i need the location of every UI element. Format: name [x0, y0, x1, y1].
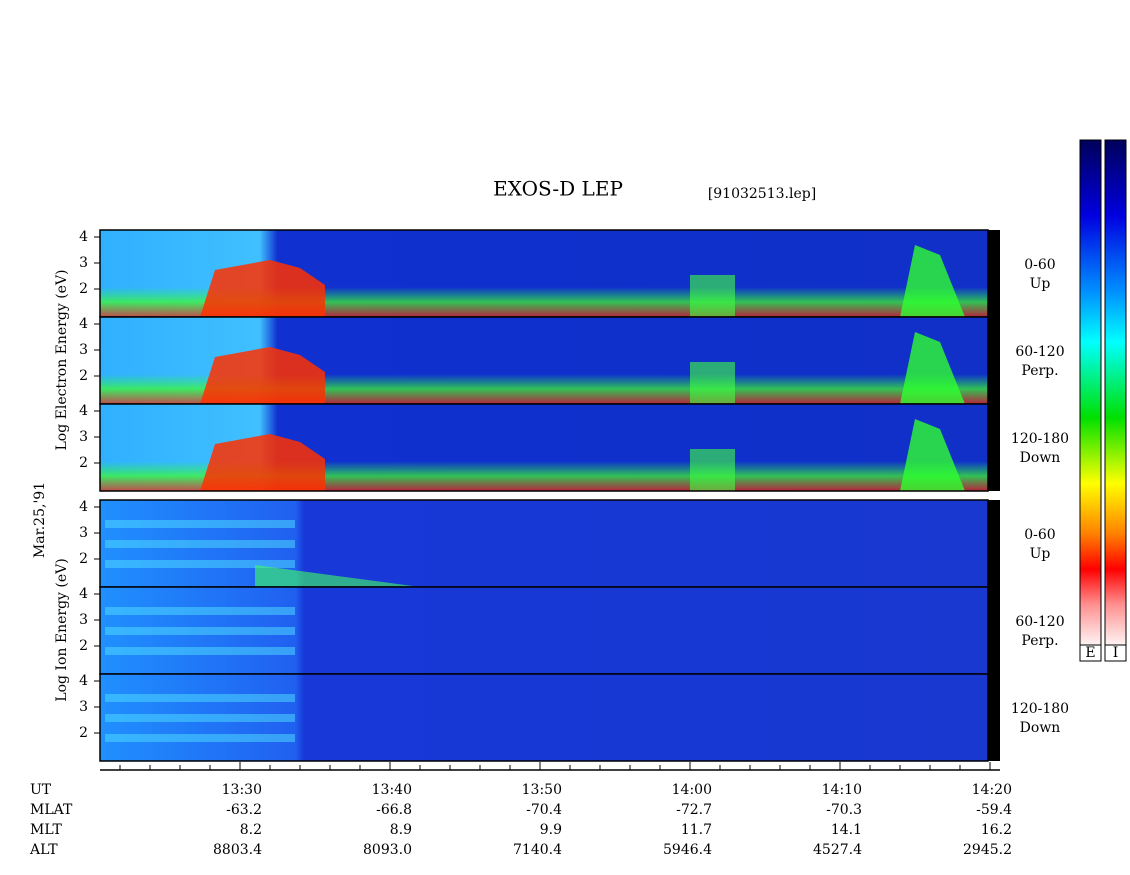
title: EXOS-D LEP [493, 177, 623, 201]
energy-tick-label: 2 [79, 725, 88, 741]
energy-tick-label: 3 [79, 255, 88, 271]
row-value: 8093.0 [363, 842, 412, 858]
row-value: 5946.4 [663, 842, 712, 858]
angle-label: 120-180 [1011, 701, 1069, 717]
row-value: 2945.2 [963, 842, 1012, 858]
row-value: -72.7 [676, 802, 712, 818]
colorbar [1079, 139, 1102, 646]
spectrogram-feature [105, 560, 295, 568]
data-gap [988, 587, 1000, 674]
energy-tick-label: 3 [79, 699, 88, 715]
spectrogram-feature [105, 540, 295, 548]
row-value: 16.2 [981, 822, 1012, 838]
row-value: -70.4 [526, 802, 562, 818]
row-value: 11.7 [681, 822, 712, 838]
row-value: -63.2 [226, 802, 262, 818]
spectrogram-feature [255, 565, 420, 587]
angle-label: 0-60 [1024, 527, 1055, 543]
data-gap [988, 317, 1000, 404]
spectrogram-feature [105, 627, 295, 635]
data-gap [988, 230, 1000, 317]
angle-label: 120-180 [1011, 431, 1069, 447]
row-value: -66.8 [376, 802, 412, 818]
spectrogram-feature [900, 245, 965, 317]
row-value: 13:40 [372, 782, 412, 798]
colorbar-label: I [1113, 645, 1119, 661]
spectrogram-feature [690, 449, 735, 491]
energy-tick-label: 4 [79, 499, 88, 515]
energy-tick-label: 4 [79, 673, 88, 689]
angle-label: 60-120 [1015, 614, 1064, 630]
file-name: [91032513.lep] [708, 186, 816, 202]
spectrogram-feature [105, 714, 295, 722]
row-value: 8803.4 [213, 842, 262, 858]
direction-label: Down [1020, 720, 1061, 736]
energy-tick-label: 3 [79, 342, 88, 358]
energy-tick-label: 2 [79, 638, 88, 654]
spectrogram-feature [900, 419, 965, 491]
energy-tick-label: 4 [79, 316, 88, 332]
direction-label: Perp. [1021, 633, 1058, 649]
row-value: 14:10 [822, 782, 862, 798]
angle-label: 0-60 [1024, 257, 1055, 273]
energy-tick-label: 3 [79, 612, 88, 628]
colorbar-label-box [1104, 644, 1127, 662]
spectrogram-feature [690, 362, 735, 404]
row-value: 9.9 [540, 822, 562, 838]
row-value: 8.9 [390, 822, 412, 838]
row-value: 14:00 [672, 782, 712, 798]
spectrogram-feature [105, 647, 295, 655]
energy-tick-label: 2 [79, 455, 88, 471]
spectrogram-feature [200, 347, 325, 404]
energy-tick-label: 2 [79, 281, 88, 297]
row-name: UT [30, 782, 52, 798]
row-value: 14.1 [831, 822, 862, 838]
panel-frame [99, 403, 989, 492]
date: Mar.25,'91 [32, 482, 48, 558]
colorbar-label-box [1079, 644, 1102, 662]
row-value: 13:50 [522, 782, 562, 798]
energy-tick-label: 3 [79, 429, 88, 445]
row-value: 13:30 [222, 782, 262, 798]
row-value: 14:20 [972, 782, 1012, 798]
spectrogram-feature [105, 520, 295, 528]
angle-label: 60-120 [1015, 344, 1064, 360]
direction-label: Up [1030, 276, 1051, 292]
direction-label: Up [1030, 546, 1051, 562]
ion-axis-label: Log Ion Energy (eV) [54, 558, 70, 701]
spectrogram-feature [105, 734, 295, 742]
data-gap [988, 404, 1000, 491]
electron-axis-label: Log Electron Energy (eV) [54, 269, 70, 450]
energy-tick-label: 4 [79, 403, 88, 419]
spectrogram-feature [200, 434, 325, 491]
data-gap [988, 500, 1000, 587]
energy-tick-label: 4 [79, 229, 88, 245]
colorbar [1104, 139, 1127, 646]
direction-label: Perp. [1021, 363, 1058, 379]
row-name: MLT [30, 822, 62, 838]
energy-tick-label: 3 [79, 525, 88, 541]
row-value: -70.3 [826, 802, 862, 818]
data-gap [988, 674, 1000, 761]
spectrogram-feature [105, 694, 295, 702]
row-value: 8.2 [240, 822, 262, 838]
colorbar-label: E [1085, 645, 1095, 661]
direction-label: Down [1020, 450, 1061, 466]
row-value: -59.4 [976, 802, 1012, 818]
panel-frame [99, 673, 989, 762]
energy-tick-label: 2 [79, 551, 88, 567]
energy-tick-label: 2 [79, 368, 88, 384]
energy-tick-label: 4 [79, 586, 88, 602]
spectrogram-feature [200, 260, 325, 317]
spectrogram-feature [900, 332, 965, 404]
spectrogram-feature [105, 607, 295, 615]
spectrogram-feature [690, 275, 735, 317]
row-name: ALT [29, 842, 58, 858]
row-name: MLAT [30, 802, 73, 818]
row-value: 4527.4 [813, 842, 862, 858]
row-value: 7140.4 [513, 842, 562, 858]
